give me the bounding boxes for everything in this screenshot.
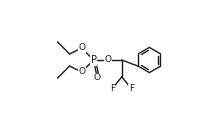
Text: F: F (110, 84, 115, 93)
Text: O: O (94, 73, 101, 83)
Text: F: F (129, 84, 134, 93)
Text: O: O (105, 55, 111, 65)
Text: O: O (78, 44, 85, 53)
Text: P: P (91, 55, 97, 65)
Text: O: O (78, 67, 85, 77)
